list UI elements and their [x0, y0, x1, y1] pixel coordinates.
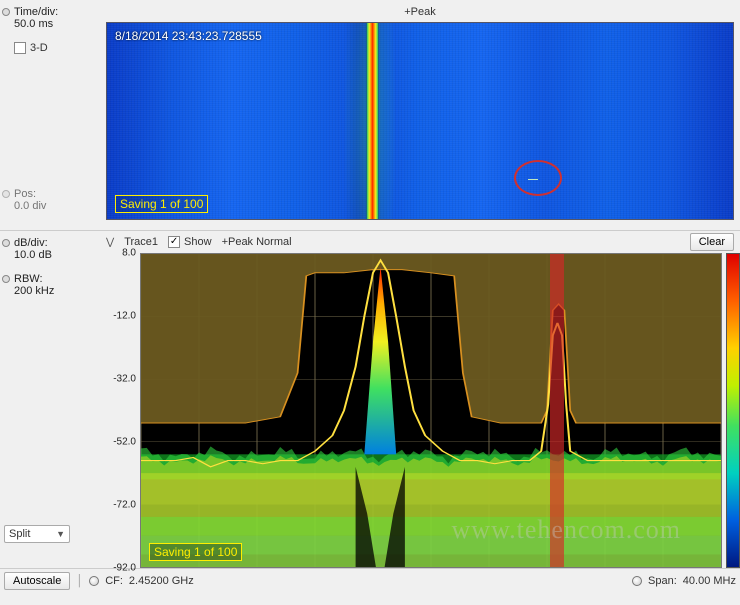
ytick-label: -92.0	[113, 563, 136, 574]
spectrum-saving-badge: Saving 1 of 100	[149, 543, 242, 561]
colorbar	[726, 253, 740, 568]
ytick-label: 8.0	[122, 248, 136, 259]
rbw-label: RBW:	[14, 273, 96, 285]
spectrogram-plot[interactable]: 8/18/2014 23:43:23.728555 Saving 1 of 10…	[106, 22, 734, 220]
show-checkbox-row[interactable]: Show	[168, 236, 212, 248]
transient-blip	[528, 179, 538, 181]
time-div-value: 50.0 ms	[14, 18, 96, 30]
pushpin-icon	[2, 190, 10, 198]
ytick-label: -32.0	[113, 374, 136, 385]
trace-mode-label: +Peak Normal	[222, 236, 292, 248]
expand-icon[interactable]: ⋁	[106, 237, 114, 248]
cf-value[interactable]: 2.45200 GHz	[129, 575, 194, 587]
split-select[interactable]: Split ▼	[4, 525, 70, 543]
split-select-value: Split	[9, 528, 30, 540]
db-div-label: dB/div:	[14, 237, 96, 249]
db-div-param[interactable]: dB/div: 10.0 dB	[4, 237, 96, 261]
spectrum-svg	[141, 254, 721, 567]
spectrogram-saving-badge: Saving 1 of 100	[115, 195, 208, 213]
spectrum-plot[interactable]: www.tehencom.com Saving 1 of 100	[140, 253, 722, 568]
ytick-label: -52.0	[113, 437, 136, 448]
rbw-param[interactable]: RBW: 200 kHz	[4, 273, 96, 297]
trace-label[interactable]: Trace1	[124, 236, 158, 248]
3d-label: 3-D	[30, 42, 48, 54]
pos-label: Pos:	[14, 188, 96, 200]
status-icon	[632, 576, 642, 586]
ytick-label: -72.0	[113, 500, 136, 511]
status-icon	[89, 576, 99, 586]
spectrum-section: dB/div: 10.0 dB RBW: 200 kHz Split ▼ ⋁ T…	[0, 230, 740, 568]
clear-button[interactable]: Clear	[690, 233, 734, 251]
chevron-down-icon: ▼	[56, 529, 65, 539]
autoscale-button[interactable]: Autoscale	[4, 572, 70, 590]
pushpin-icon	[2, 239, 10, 247]
spectrogram-title: +Peak	[404, 6, 436, 18]
spectrogram-title-bar: +Peak	[106, 2, 734, 22]
marker-band	[550, 254, 565, 567]
pos-param[interactable]: Pos: 0.0 div	[4, 188, 96, 212]
db-div-value: 10.0 dB	[14, 249, 96, 261]
spectrogram-timestamp: 8/18/2014 23:43:23.728555	[115, 29, 262, 43]
spectrogram-background	[107, 23, 733, 219]
spectrogram-sidebar: Time/div: 50.0 ms 3-D Pos: 0.0 div	[0, 0, 100, 230]
trace-toolbar: ⋁ Trace1 Show +Peak Normal Clear	[100, 231, 740, 253]
pos-value: 0.0 div	[14, 200, 96, 212]
pushpin-icon	[2, 275, 10, 283]
cf-label: CF:	[105, 575, 123, 587]
3d-checkbox[interactable]	[14, 42, 26, 54]
time-div-label: Time/div:	[14, 6, 96, 18]
spectrum-sidebar: dB/div: 10.0 dB RBW: 200 kHz Split ▼	[0, 231, 100, 568]
spectrogram-signal	[366, 23, 380, 219]
spectrogram-section: Time/div: 50.0 ms 3-D Pos: 0.0 div +Peak…	[0, 0, 740, 230]
status-bar: Autoscale │ CF: 2.45200 GHz Span: 40.00 …	[0, 568, 740, 592]
span-label: Span:	[648, 575, 677, 587]
rbw-value: 200 kHz	[14, 285, 96, 297]
ytick-label: -12.0	[113, 311, 136, 322]
time-div-param[interactable]: Time/div: 50.0 ms	[4, 6, 96, 30]
spectrogram-plot-area: +Peak 8/18/2014 23:43:23.728555 Saving 1…	[100, 0, 740, 230]
3d-checkbox-row[interactable]: 3-D	[4, 42, 96, 54]
spectrum-plot-area: ⋁ Trace1 Show +Peak Normal Clear 8.0 -12.…	[100, 231, 740, 568]
show-label: Show	[184, 236, 212, 248]
span-value[interactable]: 40.00 MHz	[683, 575, 736, 587]
spectrum-yaxis: 8.0-12.0-32.0-52.0-72.0-92.0	[100, 253, 140, 568]
pushpin-icon	[2, 8, 10, 16]
show-checkbox[interactable]	[168, 236, 180, 248]
